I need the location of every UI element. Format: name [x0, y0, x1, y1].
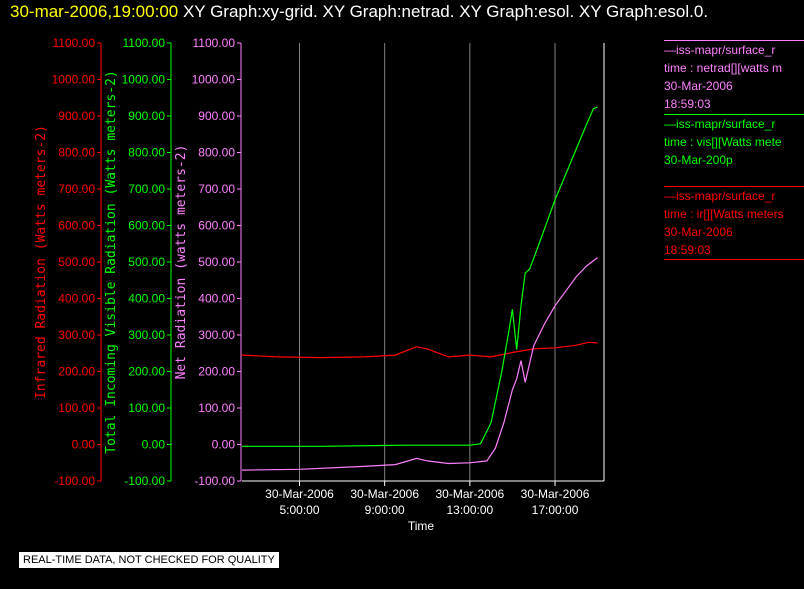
legend-line-0-3: 18:59:03	[664, 97, 711, 111]
series-line-1	[242, 106, 598, 447]
legend-line-1-0: —iss-mapr/surface_r	[664, 117, 776, 131]
x-tick-label-time-0: 5:00:00	[279, 503, 319, 517]
y-tick-label-2-10: 900.00	[198, 109, 235, 123]
y-tick-label-1-1: 0.00	[142, 438, 166, 452]
quality-notice: REAL-TIME DATA, NOT CHECKED FOR QUALITY	[19, 552, 279, 568]
y-tick-label-1-9: 800.00	[128, 146, 165, 160]
y-tick-label-2-7: 600.00	[198, 219, 235, 233]
x-tick-label-date-2: 30-Mar-2006	[435, 487, 504, 501]
y-tick-label-0-1: 0.00	[72, 438, 96, 452]
series-line-2	[241, 257, 598, 471]
x-axis-label: Time	[408, 519, 435, 533]
y-tick-label-0-4: 300.00	[58, 328, 95, 342]
y-tick-label-1-2: 100.00	[128, 401, 165, 415]
y-tick-label-2-11: 1000.00	[192, 73, 236, 87]
x-tick-label-time-1: 9:00:00	[365, 503, 405, 517]
y-tick-label-2-12: 1100.00	[193, 36, 236, 50]
y-tick-label-0-6: 500.00	[58, 255, 95, 269]
y-tick-label-2-3: 200.00	[198, 365, 235, 379]
y-tick-label-2-0: -100.00	[194, 474, 235, 488]
y-tick-label-1-11: 1000.00	[122, 73, 166, 87]
legend-line-0-2: 30-Mar-2006	[664, 79, 733, 93]
y-tick-label-0-10: 900.00	[58, 109, 95, 123]
x-tick-label-date-1: 30-Mar-2006	[350, 487, 419, 501]
timestamp: 30-mar-2006,19:00:00	[10, 2, 179, 21]
legend-line-2-0: —iss-mapr/surface_r	[664, 189, 776, 203]
y-tick-label-0-7: 600.00	[58, 219, 95, 233]
y-axis-label-1: Total Incoming Visible Radiation (Watts …	[104, 70, 119, 454]
y-axis-label-2: Net Radiation (watts meters-2)	[174, 145, 189, 380]
y-tick-label-1-6: 500.00	[128, 255, 165, 269]
y-tick-label-1-8: 700.00	[128, 182, 165, 196]
header-title: 30-mar-2006,19:00:00 XY Graph:xy-grid. X…	[10, 2, 708, 22]
y-tick-label-0-8: 700.00	[58, 182, 95, 196]
legend-line-0-1: time : netrad[][watts m	[664, 61, 783, 75]
y-tick-label-0-5: 400.00	[58, 292, 95, 306]
legend-line-2-3: 18:59:03	[664, 243, 711, 257]
y-tick-label-1-12: 1100.00	[123, 36, 166, 50]
legend-line-1-1: time : vis[][Watts mete	[664, 135, 782, 149]
x-tick-label-date-3: 30-Mar-2006	[521, 487, 590, 501]
series-line-0	[241, 341, 598, 359]
y-tick-label-1-7: 600.00	[128, 219, 165, 233]
y-tick-label-0-12: 1100.00	[53, 36, 96, 50]
y-tick-label-2-5: 400.00	[198, 292, 235, 306]
graph-titles: XY Graph:xy-grid. XY Graph:netrad. XY Gr…	[182, 2, 709, 21]
y-tick-label-0-0: -100.00	[54, 474, 95, 488]
y-tick-label-2-9: 800.00	[198, 146, 235, 160]
y-tick-label-1-4: 300.00	[128, 328, 165, 342]
legend-line-2-1: time : ir[][Watts meters	[664, 207, 784, 221]
y-tick-label-0-3: 200.00	[58, 365, 95, 379]
y-tick-label-1-10: 900.00	[128, 109, 165, 123]
legend-line-0-0: —iss-mapr/surface_r	[664, 43, 776, 57]
y-tick-label-2-2: 100.00	[198, 401, 235, 415]
y-tick-label-0-9: 800.00	[58, 146, 95, 160]
legend-line-1-2: 30-Mar-200p	[664, 153, 733, 167]
y-tick-label-2-6: 500.00	[198, 255, 235, 269]
y-tick-label-0-2: 100.00	[58, 401, 95, 415]
y-tick-label-1-0: -100.00	[124, 474, 165, 488]
y-tick-label-2-1: 0.00	[212, 438, 236, 452]
y-axis-label-0: Infrared Radiation (Watts meters-2)	[34, 125, 49, 399]
x-tick-label-date-0: 30-Mar-2006	[265, 487, 334, 501]
y-tick-label-1-5: 400.00	[128, 292, 165, 306]
x-tick-label-time-2: 13:00:00	[446, 503, 493, 517]
y-tick-label-2-4: 300.00	[198, 328, 235, 342]
x-tick-label-time-3: 17:00:00	[532, 503, 579, 517]
y-tick-label-2-8: 700.00	[198, 182, 235, 196]
y-tick-label-0-11: 1000.00	[52, 73, 96, 87]
y-tick-label-1-3: 200.00	[128, 365, 165, 379]
legend-line-2-2: 30-Mar-2006	[664, 225, 733, 239]
